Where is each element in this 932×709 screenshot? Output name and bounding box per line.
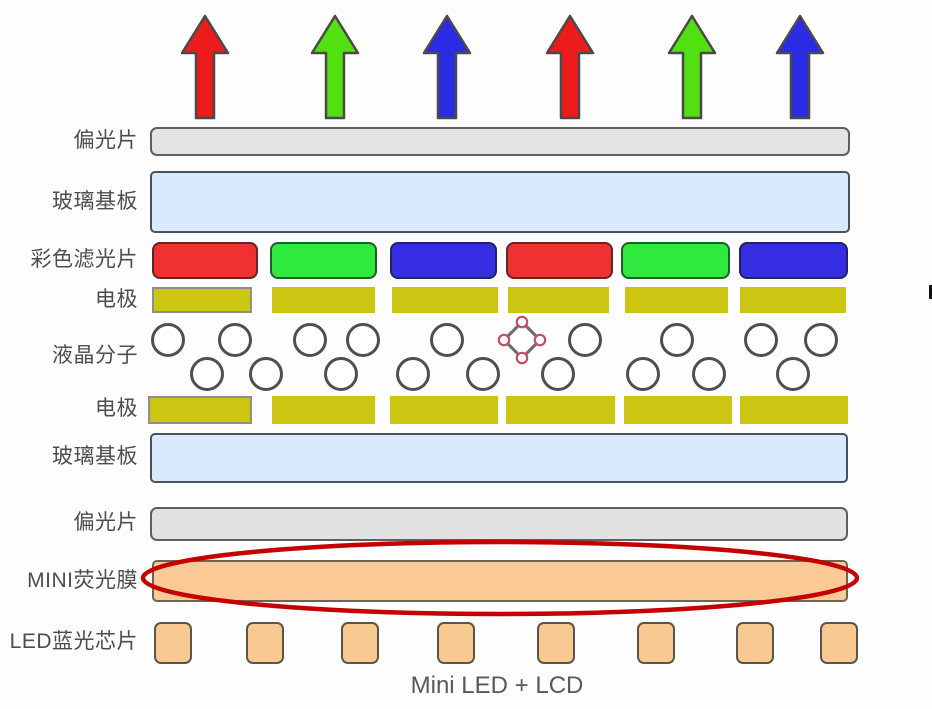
screenshot-edge-artifact	[929, 285, 932, 299]
electrode-block	[508, 287, 609, 313]
liquid-crystal-molecule	[249, 357, 283, 391]
selection-handle-icon	[497, 333, 511, 347]
liquid-crystal-molecule	[293, 323, 327, 357]
color-filter-block-red	[152, 242, 258, 279]
electrode-block	[272, 287, 375, 313]
blue-light-arrow-icon	[775, 14, 825, 120]
liquid-crystal-molecule	[396, 357, 430, 391]
electrode-block	[740, 396, 848, 424]
layer-label: 电极	[95, 288, 138, 311]
layer-label: 液晶分子	[52, 344, 138, 367]
layer-label: 玻璃基板	[52, 190, 138, 213]
layer-label: MINI荧光膜	[27, 569, 138, 592]
polarizer-bottom-bar	[150, 507, 848, 541]
layer-label: 玻璃基板	[52, 445, 138, 468]
liquid-crystal-molecule	[324, 357, 358, 391]
electrode-block	[152, 287, 252, 313]
liquid-crystal-molecule	[692, 357, 726, 391]
led-blue-chip	[154, 622, 192, 664]
green-light-arrow-icon	[310, 14, 360, 120]
polarizer-top-bar	[150, 127, 850, 156]
liquid-crystal-molecule	[776, 357, 810, 391]
liquid-crystal-molecule	[218, 323, 252, 357]
electrode-block	[392, 287, 498, 313]
liquid-crystal-molecule	[744, 323, 778, 357]
color-filter-block-red	[506, 242, 613, 279]
diagram-caption: Mini LED + LCD	[410, 672, 584, 699]
liquid-crystal-molecule	[568, 323, 602, 357]
liquid-crystal-molecule	[151, 323, 185, 357]
color-filter-block-green	[270, 242, 377, 279]
electrode-block	[272, 396, 375, 424]
selection-handle-icon	[533, 333, 547, 347]
liquid-crystal-molecule	[660, 323, 694, 357]
layer-label: 偏光片	[73, 511, 138, 534]
red-light-arrow-icon	[545, 14, 595, 120]
liquid-crystal-molecule	[190, 357, 224, 391]
color-filter-block-blue	[390, 242, 497, 279]
led-blue-chip	[246, 622, 284, 664]
electrode-block	[625, 287, 728, 313]
led-blue-chip	[341, 622, 379, 664]
electrode-block	[506, 396, 615, 424]
red-light-arrow-icon	[180, 14, 230, 120]
led-blue-chip	[437, 622, 475, 664]
mini-phosphor-film-bar	[152, 560, 848, 602]
led-blue-chip	[637, 622, 675, 664]
led-blue-chip	[820, 622, 858, 664]
liquid-crystal-molecule	[430, 323, 464, 357]
glass-substrate-top-bar	[150, 171, 850, 233]
electrode-block	[390, 396, 498, 424]
liquid-crystal-molecule	[466, 357, 500, 391]
layer-label: 偏光片	[73, 129, 138, 152]
liquid-crystal-molecule	[541, 357, 575, 391]
layer-label: 电极	[95, 397, 138, 420]
color-filter-block-blue	[739, 242, 848, 279]
color-filter-block-green	[621, 242, 730, 279]
liquid-crystal-molecule	[626, 357, 660, 391]
glass-substrate-bottom-bar	[150, 433, 848, 483]
selection-handle-icon	[515, 315, 529, 329]
led-blue-chip	[537, 622, 575, 664]
led-blue-chip	[736, 622, 774, 664]
electrode-block	[740, 287, 846, 313]
electrode-block	[148, 396, 252, 424]
layer-label: LED蓝光芯片	[9, 630, 138, 653]
selection-handle-icon	[515, 351, 529, 365]
liquid-crystal-molecule	[346, 323, 380, 357]
liquid-crystal-molecule	[804, 323, 838, 357]
green-light-arrow-icon	[667, 14, 717, 120]
blue-light-arrow-icon	[422, 14, 472, 120]
layer-label: 彩色滤光片	[30, 248, 138, 271]
electrode-block	[624, 396, 732, 424]
molecule-selection-marker	[501, 319, 543, 361]
